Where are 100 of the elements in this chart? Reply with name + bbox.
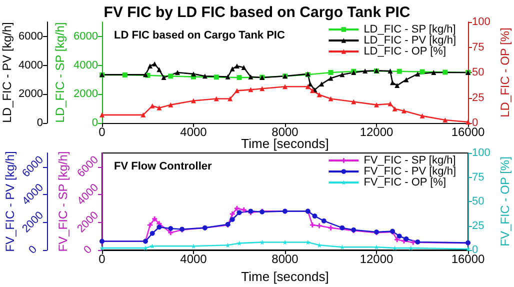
y-tick-label: 0 — [82, 244, 94, 256]
point — [148, 222, 153, 228]
point — [191, 71, 196, 76]
point — [392, 106, 398, 112]
point — [351, 99, 356, 104]
y2-tick-label: 100 — [472, 16, 490, 28]
point — [394, 82, 400, 88]
x-tick-label: 8000 — [272, 252, 299, 266]
point — [328, 96, 334, 102]
x-tick-label: 4000 — [180, 125, 208, 139]
point — [390, 80, 396, 86]
point — [241, 64, 246, 70]
point — [191, 98, 196, 104]
y2-tick-label: 25 — [472, 220, 484, 232]
point — [122, 72, 128, 78]
point — [214, 74, 219, 80]
x-tick-label: 12000 — [360, 125, 394, 139]
point — [312, 214, 318, 219]
point — [404, 77, 409, 82]
legend-label: LD_FIC - SP [kg/h] — [364, 24, 456, 36]
point — [260, 240, 265, 245]
point — [230, 211, 235, 216]
annotation: FV Flow Controller — [114, 160, 212, 172]
point — [225, 74, 230, 80]
point — [388, 68, 393, 74]
point — [308, 82, 313, 87]
point — [388, 101, 393, 106]
point — [152, 216, 158, 222]
y2-tick-label: 25 — [472, 92, 484, 104]
point — [310, 88, 315, 94]
point — [415, 239, 420, 244]
point — [328, 76, 334, 81]
point — [396, 234, 402, 239]
y-tick-label: 0 — [92, 117, 98, 129]
point — [236, 210, 242, 216]
point — [228, 96, 233, 102]
point — [328, 70, 334, 75]
y3-tick-label: 0 — [26, 244, 40, 256]
point — [168, 74, 174, 79]
y2-tick-label: 75 — [472, 171, 484, 184]
point — [328, 225, 334, 230]
point — [234, 206, 240, 211]
point — [396, 68, 402, 74]
point — [401, 108, 406, 114]
point — [248, 74, 254, 80]
point — [230, 66, 235, 72]
point — [174, 70, 180, 75]
point — [282, 84, 288, 90]
y2-tick-label: 75 — [472, 41, 484, 54]
point — [156, 105, 162, 110]
point — [319, 82, 324, 87]
y3-tick-label: 6000 — [18, 30, 43, 42]
point — [420, 69, 425, 74]
point — [156, 224, 162, 230]
point — [420, 113, 425, 118]
y-tick-label: 2000 — [74, 88, 98, 100]
y-tick-label: 4000 — [74, 59, 98, 72]
y2-axis-title: LD_FIC - OP [%] — [498, 28, 512, 118]
y3-axis-title: FV_FIC - PV [kg/h] — [3, 151, 17, 252]
y-axis-title: FV_FIC - SP [kg/h] — [56, 151, 70, 252]
point — [321, 218, 326, 224]
y3-tick-label: 4000 — [18, 59, 43, 72]
point — [340, 72, 345, 78]
point — [394, 237, 400, 242]
y3-axis-title: LD_FIC - PV [kg/h] — [0, 22, 14, 123]
point — [415, 71, 420, 76]
point — [152, 61, 158, 66]
point — [241, 207, 246, 212]
point — [150, 230, 155, 236]
y2-tick-label: 50 — [472, 66, 484, 78]
point — [282, 240, 288, 245]
point — [214, 96, 219, 102]
legend-label: LD_FIC - OP [%] — [364, 46, 446, 58]
y-tick-label: 6000 — [74, 30, 98, 42]
legend-label: LD_FIC - PV [kg/h] — [364, 34, 456, 46]
x-axis-title: Time [seconds] — [241, 269, 329, 284]
chart-title: FV FIC by LD FIC based on Cargo Tank PIC — [104, 4, 410, 21]
y2-tick-label: 50 — [472, 196, 484, 208]
point — [442, 117, 448, 122]
point — [310, 222, 315, 228]
point — [161, 75, 166, 80]
legend-label: FV_FIC - PV [kg/h] — [364, 166, 456, 178]
y2-tick-label: 100 — [472, 147, 490, 159]
y3-tick-label: 2000 — [18, 88, 43, 100]
y3-tick-label: 0 — [36, 117, 43, 129]
x-tick-label: 12000 — [360, 252, 394, 266]
y2-axis-title: FV_FIC - OP [%] — [498, 156, 512, 246]
annotation: LD FIC based on Cargo Tank PIC — [114, 30, 285, 42]
point — [234, 64, 240, 69]
x-tick-label: 4000 — [180, 252, 208, 266]
point — [140, 112, 146, 118]
point — [156, 67, 162, 72]
point — [305, 84, 310, 90]
point — [305, 240, 310, 245]
x-axis-title: Time [seconds] — [241, 136, 329, 151]
point — [410, 240, 416, 245]
point — [442, 70, 448, 75]
x-tick-label: 8000 — [272, 125, 299, 139]
point — [150, 103, 155, 108]
point — [234, 88, 240, 94]
